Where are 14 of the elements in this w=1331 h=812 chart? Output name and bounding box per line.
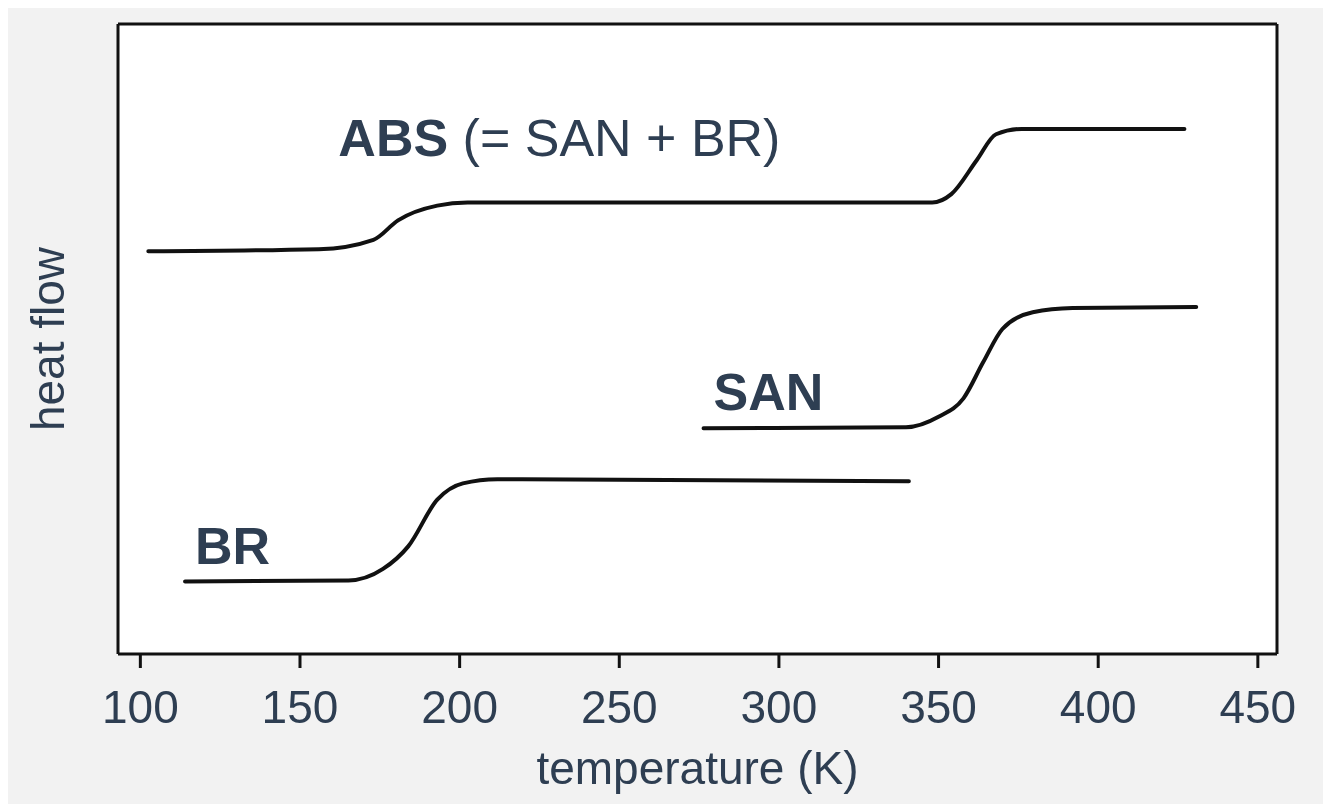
x-axis-title: temperature (K) xyxy=(536,742,859,794)
series-label: ABS xyxy=(338,109,449,168)
series-label: SAN xyxy=(713,363,824,422)
annotation: (= SAN + BR) xyxy=(448,109,781,168)
x-tick-label: 150 xyxy=(261,680,339,733)
x-tick-label: 350 xyxy=(900,680,977,733)
x-tick-label: 400 xyxy=(1059,680,1137,733)
y-axis-title: heat flow xyxy=(22,246,75,432)
x-tick-label: 450 xyxy=(1219,680,1297,733)
x-tick-label: 200 xyxy=(421,680,499,733)
x-tick-label: 300 xyxy=(740,680,818,733)
x-tick-label: 100 xyxy=(101,680,179,733)
series-label: BR xyxy=(195,516,271,575)
x-tick-label: 250 xyxy=(580,680,658,733)
